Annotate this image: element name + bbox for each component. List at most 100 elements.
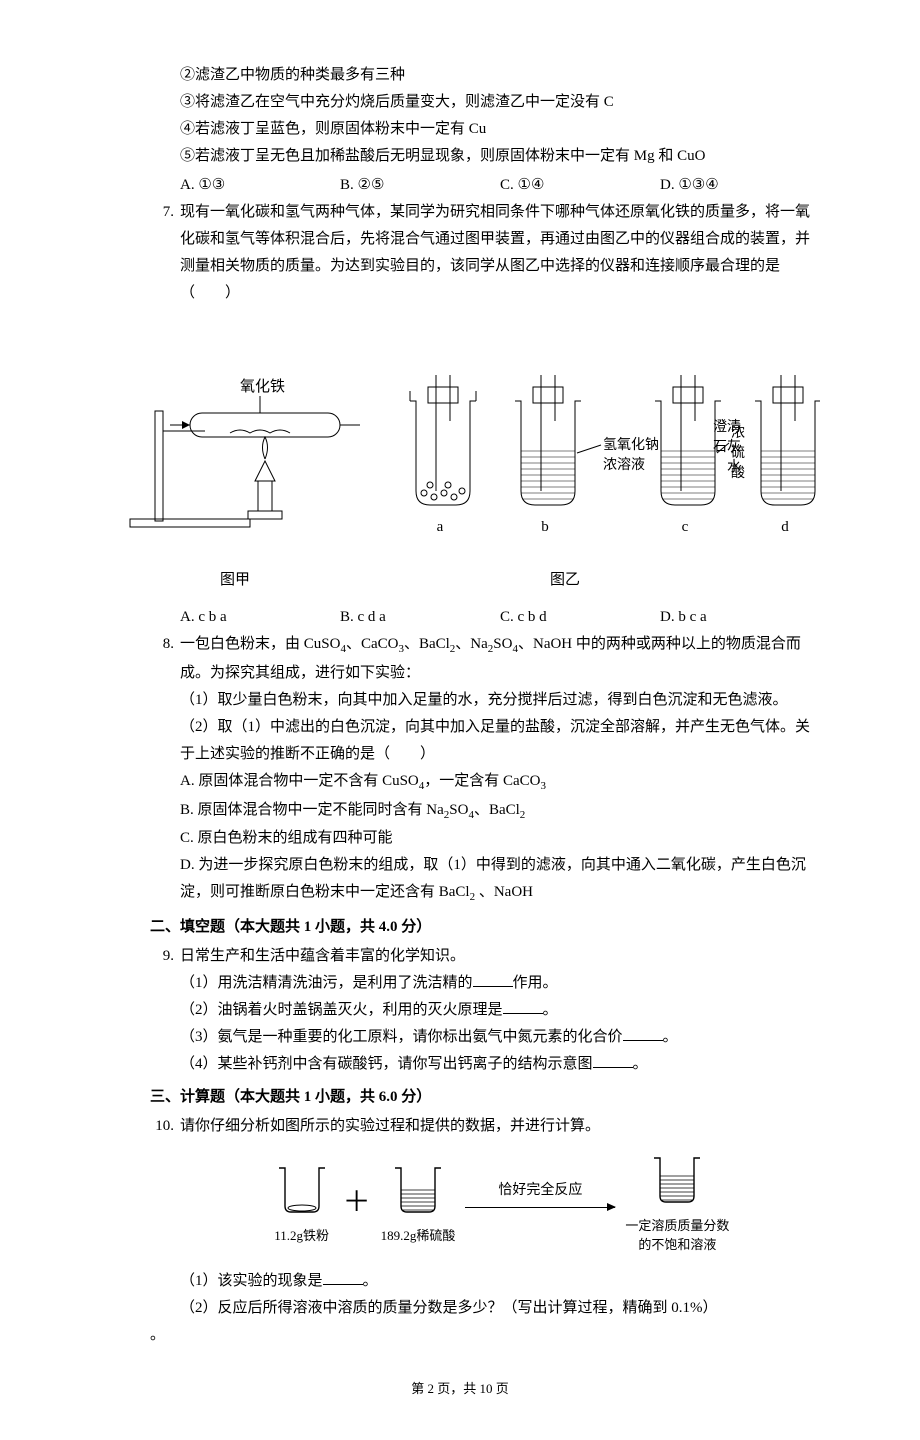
q8a-0: A. 原固体混合物中一定不含有 CuSO: [180, 773, 419, 789]
question-9: 9. 日常生产和生活中蕴含着丰富的化学知识。 （1）用洗洁精清洗油污，是利用了洗…: [150, 943, 820, 1078]
q9-p4a: （4）某些补钙剂中含有碳酸钙，请你写出钙离子的结构示意图: [180, 1056, 593, 1072]
bottle-d: 澄清 石灰 水 d: [713, 375, 820, 535]
arrow-line: [465, 1207, 615, 1208]
q10-p1: （1）该实验的现象是 。: [180, 1268, 820, 1295]
opt-b: B. ②⑤: [340, 172, 500, 199]
q8b-1: SO: [449, 802, 468, 818]
q10-body: 请你仔细分析如图所示的实验过程和提供的数据，并进行计算。 11.2g铁粉 ＋: [180, 1113, 820, 1322]
section-3-title: 三、计算题（本大题共 1 小题，共 6.0 分）: [150, 1084, 820, 1111]
beaker-2-label: 189.2g稀硫酸: [381, 1228, 456, 1245]
svg-text:a: a: [437, 519, 444, 535]
q9-p3: （3）氨气是一种重要的化工原料，请你标出氨气中氮元素的化合价 。: [180, 1024, 820, 1051]
q8d-1: 、NaOH: [475, 884, 533, 900]
svg-text:d: d: [781, 519, 789, 535]
q8-t3: 、Na: [455, 636, 488, 652]
q8-step1: （1）取少量白色粉末，向其中加入足量的水，充分搅拌后过滤，得到白色沉淀和无色滤液…: [180, 687, 820, 714]
q9-p4b: 。: [633, 1056, 648, 1072]
blank-5: [323, 1268, 363, 1285]
q10-p1b: 。: [363, 1273, 378, 1289]
stmt-3: ③将滤渣乙在空气中充分灼烧后质量变大，则滤渣乙中一定没有 C: [180, 89, 820, 116]
q9-p3b: 。: [663, 1029, 678, 1045]
q8-optD: D. 为进一步探究原白色粉末的组成，取（1）中得到的滤液，向其中通入二氧化碳，产…: [180, 852, 820, 908]
svg-text:氢氧化钠: 氢氧化钠: [603, 437, 659, 453]
q7-number: 7.: [150, 199, 180, 226]
opt-c: C. ①④: [500, 172, 660, 199]
stmt-2: ②滤渣乙中物质的种类最多有三种: [180, 62, 820, 89]
q10-p2: （2）反应后所得溶液中溶质的质量分数是多少？（写出计算过程，精确到 0.1%）: [180, 1295, 820, 1322]
blank-4: [593, 1052, 633, 1069]
svg-text:石灰: 石灰: [713, 439, 741, 455]
q9-p2b: 。: [543, 1002, 558, 1018]
q8-optB: B. 原固体混合物中一定不能同时含有 Na2SO4、BaCl2: [180, 797, 820, 826]
blank-3: [623, 1025, 663, 1042]
q9-number: 9.: [150, 943, 180, 970]
q7-opt-d: D. b c a: [660, 604, 820, 631]
stmt-4: ④若滤液丁呈蓝色，则原固体粉末中一定有 Cu: [180, 116, 820, 143]
q9-p1a: （1）用洗洁精清洗油污，是利用了洗洁精的: [180, 975, 473, 991]
q8-t0: 一包白色粉末，由 CuSO: [180, 636, 340, 652]
q9-p2a: （2）油锅着火时盖锅盖灭火，利用的灭火原理是: [180, 1002, 503, 1018]
q10-figure: 11.2g铁粉 ＋ 189.2g稀硫酸 恰好完全反应: [180, 1152, 820, 1254]
bottle-c: 浓 硫 酸 c: [655, 375, 745, 535]
q10-p1a: （1）该实验的现象是: [180, 1273, 323, 1289]
figure-captions: 图甲 图乙: [120, 567, 760, 594]
q8-body: 一包白色粉末，由 CuSO4、CaCO3、BaCl2、Na2SO4、NaOH 中…: [180, 631, 820, 908]
svg-text:水: 水: [727, 459, 741, 475]
beaker-3: 一定溶质质量分数 的不饱和溶液: [625, 1152, 729, 1254]
svg-text:浓溶液: 浓溶液: [603, 457, 645, 473]
question-8: 8. 一包白色粉末，由 CuSO4、CaCO3、BaCl2、Na2SO4、NaO…: [150, 631, 820, 908]
plus-sign: ＋: [343, 1178, 371, 1228]
q7-body: 现有一氧化碳和氢气两种气体，某同学为研究相同条件下哪种气体还原氧化铁的质量多，将…: [180, 199, 820, 631]
question-10: 10. 请你仔细分析如图所示的实验过程和提供的数据，并进行计算。 11.2g铁粉…: [150, 1113, 820, 1322]
beaker-3-svg: [646, 1152, 708, 1206]
q8-t1: 、CaCO: [346, 636, 399, 652]
caption-right: 图乙: [550, 567, 580, 594]
beaker-3-label-1: 一定溶质质量分数: [625, 1218, 729, 1235]
svg-text:b: b: [541, 519, 549, 535]
q9-p2: （2）油锅着火时盖锅盖灭火，利用的灭火原理是 。: [180, 997, 820, 1024]
stmt-5: ⑤若滤液丁呈无色且加稀盐酸后无明显现象，则原固体粉末中一定有 Mg 和 CuO: [180, 143, 820, 170]
q7-opt-c: C. c b d: [500, 604, 660, 631]
q9-p3a: （3）氨气是一种重要的化工原料，请你标出氨气中氮元素的化合价: [180, 1029, 623, 1045]
q8-intro: 一包白色粉末，由 CuSO4、CaCO3、BaCl2、Na2SO4、NaOH 中…: [180, 631, 820, 687]
page-footer: 第 2 页，共 10 页: [100, 1377, 820, 1400]
q8-step2: （2）取（1）中滤出的白色沉淀，向其中加入足量的盐酸，沉淀全部溶解，并产生无色气…: [180, 714, 820, 768]
q10-intro: 请你仔细分析如图所示的实验过程和提供的数据，并进行计算。: [180, 1113, 820, 1140]
beaker-3-label-2: 的不饱和溶液: [625, 1237, 729, 1254]
q9-body: 日常生产和生活中蕴含着丰富的化学知识。 （1）用洗洁精清洗油污，是利用了洗洁精的…: [180, 943, 820, 1078]
beaker-2-svg: [387, 1162, 449, 1216]
bottle-b: 氢氧化钠 浓溶液 b: [515, 375, 659, 535]
q8a-s2: 3: [541, 780, 547, 792]
svg-text:澄清: 澄清: [713, 419, 741, 435]
q9-p1b: 作用。: [513, 975, 558, 991]
question-7: 7. 现有一氧化碳和氢气两种气体，某同学为研究相同条件下哪种气体还原氧化铁的质量…: [150, 199, 820, 631]
q8b-2: 、BaCl: [474, 802, 520, 818]
opt-a: A. ①③: [180, 172, 340, 199]
q8a-1: ，一定含有 CaCO: [424, 773, 540, 789]
q9-p4: （4）某些补钙剂中含有碳酸钙，请你写出钙离子的结构示意图 。: [180, 1051, 820, 1078]
prev-options: A. ①③ B. ②⑤ C. ①④ D. ①③④: [180, 172, 820, 199]
q8b-s3: 2: [520, 809, 526, 821]
page-content: ②滤渣乙中物质的种类最多有三种 ③将滤渣乙在空气中充分灼烧后质量变大，则滤渣乙中…: [100, 62, 820, 1400]
q7-text: 现有一氧化碳和氢气两种气体，某同学为研究相同条件下哪种气体还原氧化铁的质量多，将…: [180, 199, 820, 307]
svg-text:c: c: [682, 519, 689, 535]
beaker-2: 189.2g稀硫酸: [381, 1162, 456, 1245]
q8-optA: A. 原固体混合物中一定不含有 CuSO4，一定含有 CaCO3: [180, 768, 820, 797]
q8-optC: C. 原白色粉末的组成有四种可能: [180, 825, 820, 852]
caption-left: 图甲: [220, 567, 250, 594]
apparatus-left: 氧化铁: [130, 378, 360, 527]
beaker-1-svg: [271, 1162, 333, 1216]
section-2-title: 二、填空题（本大题共 1 小题，共 4.0 分）: [150, 914, 820, 941]
q8-number: 8.: [150, 631, 180, 658]
tube-label: 氧化铁: [240, 378, 285, 395]
bottle-a: a: [410, 375, 476, 535]
q9-p1: （1）用洗洁精清洗油污，是利用了洗洁精的 作用。: [180, 970, 820, 997]
opt-d: D. ①③④: [660, 172, 820, 199]
prev-question-continuation: ②滤渣乙中物质的种类最多有三种 ③将滤渣乙在空气中充分灼烧后质量变大，则滤渣乙中…: [180, 62, 820, 199]
q8-t4: SO: [493, 636, 512, 652]
q8-t2: 、BaCl: [404, 636, 450, 652]
q7-options: A. c b a B. c d a C. c b d D. b c a: [180, 604, 820, 631]
q7-opt-b: B. c d a: [340, 604, 500, 631]
q7-opt-a: A. c b a: [180, 604, 340, 631]
blank-2: [503, 998, 543, 1015]
